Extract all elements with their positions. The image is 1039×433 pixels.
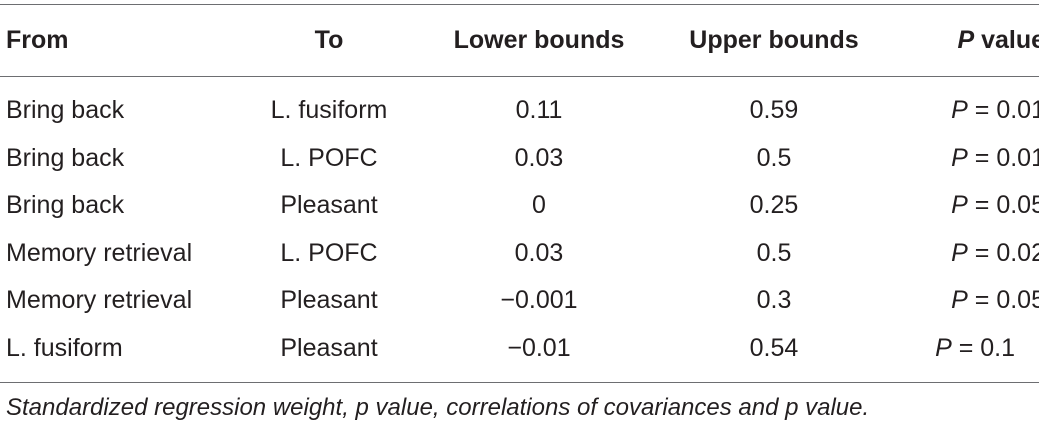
cell-lower: −0.01 [507,333,571,362]
cell-lower: 0.11 [515,96,563,125]
table-body: Bring back L. fusiform 0.11 0.59 P = 0.0… [0,77,1039,383]
table-row: Bring back L. fusiform 0.11 0.59 P = 0.0… [0,77,1039,135]
table-row: L. fusiform Pleasant −0.01 0.54 P = 0.1 [0,325,1039,383]
cell-upper: 0.3 [756,286,792,315]
cell-p-value: = 0.05 [967,286,1039,315]
results-table: From To Lower bounds Upper bounds P valu… [0,4,1039,383]
header-row: From To Lower bounds Upper bounds P valu… [0,4,1039,77]
cell-p-value: = 0.01 [967,143,1039,172]
cell-lower: 0.03 [514,143,564,172]
table-row: Bring back L. POFC 0.03 0.5 P = 0.01 [0,135,1039,183]
cell-p-value: = 0.02 [967,238,1039,267]
header-upper-bounds: Upper bounds [689,26,859,54]
cell-p: P = 0.1 [894,325,1039,383]
cell-p-label: P [935,333,952,362]
cell-to: Pleasant [280,191,378,220]
cell-p: P = 0.01 [894,77,1039,135]
cell-p-label: P [951,191,968,220]
table-footnote: Standardized regression weight, p value,… [6,394,870,421]
cell-upper: 0.5 [756,143,792,172]
header-p-italic: P [957,26,975,54]
cell-p: P = 0.01 [894,135,1039,183]
header-p-value: P value [894,5,1039,77]
header-to: To [314,26,344,54]
cell-upper: 0.54 [749,333,799,362]
cell-from: L. fusiform [6,333,123,362]
cell-from: Bring back [6,191,125,220]
table-row: Memory retrieval L. POFC 0.03 0.5 P = 0.… [0,230,1039,278]
cell-to: L. POFC [280,143,378,172]
cell-upper: 0.25 [749,191,799,220]
cell-from: Memory retrieval [6,238,193,267]
cell-p-label: P [951,238,968,267]
cell-p: P = 0.05 [894,182,1039,230]
cell-to: L. fusiform [270,96,388,125]
header-from: From [6,26,69,54]
cell-p-label: P [951,96,968,125]
header-p-rest: value [974,26,1039,54]
cell-p: P = 0.05 [894,277,1039,325]
cell-from: Bring back [6,96,125,125]
header-lower-bounds: Lower bounds [453,26,625,54]
cell-to: L. POFC [280,238,378,267]
cell-upper: 0.59 [749,96,799,125]
cell-from: Bring back [6,143,125,172]
cell-p-label: P [951,286,968,315]
cell-p-label: P [951,143,968,172]
cell-to: Pleasant [280,286,378,315]
cell-lower: 0.03 [514,238,564,267]
table-row: Bring back Pleasant 0 0.25 P = 0.05 [0,182,1039,230]
table-row: Memory retrieval Pleasant −0.001 0.3 P =… [0,277,1039,325]
cell-to: Pleasant [280,333,378,362]
cell-p-value: = 0.1 [951,333,1015,362]
cell-p-value: = 0.01 [967,96,1039,125]
cell-lower: −0.001 [500,286,578,315]
cell-p: P = 0.02 [894,230,1039,278]
cell-lower: 0 [532,191,546,220]
cell-from: Memory retrieval [6,286,193,315]
cell-p-value: = 0.05 [967,191,1039,220]
cell-upper: 0.5 [756,238,792,267]
table-header: From To Lower bounds Upper bounds P valu… [0,4,1039,77]
